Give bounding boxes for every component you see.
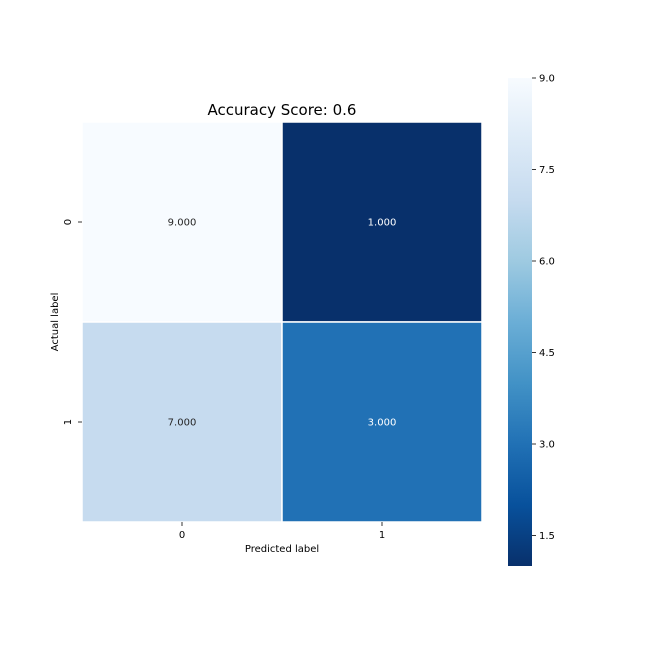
colorbar-tick-label-5: 9.0 (539, 74, 555, 85)
heatmap-cell-r0-c1 (281, 121, 483, 323)
y-axis-label: Actual label (50, 293, 61, 352)
colorbar (508, 78, 532, 566)
heatmap-cell-r1-c1 (281, 321, 483, 523)
y-axis-ticks: 01 (63, 219, 82, 425)
colorbar-tick-label-0: 1.5 (539, 531, 555, 542)
chart-title: Accuracy Score: 0.6 (208, 101, 357, 119)
colorbar-tick-label-4: 7.5 (539, 165, 555, 176)
colorbar-ticks: 1.5 3.0 4.5 6.0 7.5 9.0 (532, 74, 555, 542)
x-axis-label: Predicted label (245, 544, 319, 555)
heatmap-cell-labels: 9.000 1.000 7.000 3.000 (168, 218, 397, 429)
heatmap-cells (81, 121, 483, 523)
colorbar-tick-label-2: 4.5 (539, 348, 555, 359)
cell-value-label-r0-c0: 9.000 (168, 218, 197, 229)
y-tick-label-0: 0 (63, 219, 74, 225)
colorbar-tick-label-1: 3.0 (539, 440, 555, 451)
cell-value-label-r1-c1: 3.000 (368, 418, 397, 429)
x-tick-label-0: 0 (179, 530, 185, 541)
heatmap-cell-r1-c0 (81, 321, 283, 523)
y-tick-label-1: 1 (63, 419, 74, 425)
x-tick-label-1: 1 (379, 530, 385, 541)
colorbar-tick-label-3: 6.0 (539, 257, 555, 268)
cell-value-label-r0-c1: 1.000 (368, 218, 397, 229)
cell-value-label-r1-c0: 7.000 (168, 418, 197, 429)
heatmap-cell-r0-c0 (81, 121, 283, 323)
